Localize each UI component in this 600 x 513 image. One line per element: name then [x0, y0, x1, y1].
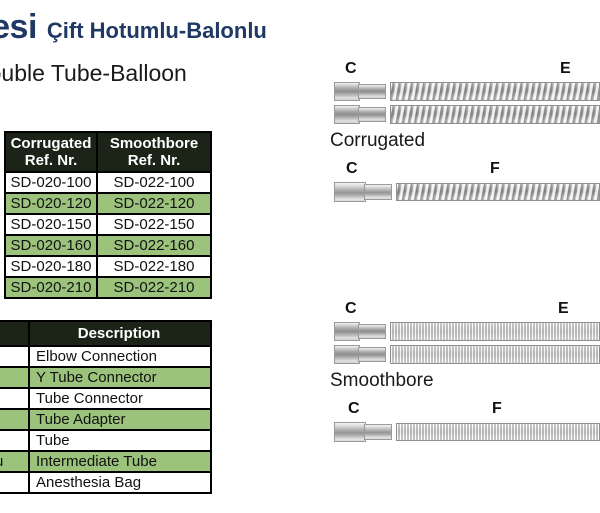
table-row: Tube Connector — [0, 387, 212, 410]
caption-smoothbore: Smoothbore — [330, 370, 434, 391]
label-tube-e: E — [558, 300, 569, 317]
cell-code — [0, 408, 30, 431]
connector-fitting — [334, 345, 360, 364]
diagram-corrugated-double: C E — [330, 60, 600, 138]
label-tube-f: F — [490, 160, 500, 177]
cell-code — [0, 471, 30, 494]
table-header-row: Description — [0, 320, 212, 347]
cell-description: Elbow Connection — [28, 345, 212, 368]
column-header-code — [0, 320, 30, 347]
cell-smoothbore-ref: SD-022-120 — [96, 192, 212, 215]
smoothbore-tube — [396, 423, 600, 441]
label-tube-e: E — [560, 60, 571, 77]
cell-description: Tube Adapter — [28, 408, 212, 431]
table-row: SD-020-210 SD-022-210 — [4, 276, 212, 299]
table-row: SD-020-120 SD-022-120 — [4, 192, 212, 215]
table-row: Y Tube Connector — [0, 366, 212, 389]
cell-corrugated-ref: SD-020-120 — [4, 192, 98, 215]
cell-smoothbore-ref: SD-022-160 — [96, 234, 212, 257]
description-table: Description Elbow Connection Y Tube Conn… — [0, 320, 212, 494]
connector-fitting — [364, 424, 392, 440]
cell-description: Tube — [28, 429, 212, 452]
label-connector-c: C — [345, 60, 357, 77]
cell-smoothbore-ref: SD-022-150 — [96, 213, 212, 236]
cell-smoothbore-ref: SD-022-210 — [96, 276, 212, 299]
table-row: SD-020-160 SD-022-160 — [4, 234, 212, 257]
label-connector-c: C — [346, 160, 358, 177]
cell-corrugated-ref: SD-020-150 — [4, 213, 98, 236]
table-row: Anesthesia Bag — [0, 471, 212, 494]
title-turkish-main: vresi — [0, 8, 37, 46]
cell-code: nu — [0, 450, 30, 473]
cell-code — [0, 366, 30, 389]
cell-smoothbore-ref: SD-022-180 — [96, 255, 212, 278]
caption-corrugated: Corrugated — [330, 130, 426, 151]
column-header-corrugated-line2: Ref. Nr. — [24, 152, 78, 169]
connector-fitting — [358, 107, 386, 122]
cell-smoothbore-ref: SD-022-100 — [96, 171, 212, 194]
smoothbore-tube — [390, 345, 600, 364]
table-header-row: Corrugated Ref. Nr. Smoothbore Ref. Nr. — [4, 131, 212, 173]
page-title: vresi Çift Hotumlu-Balonlu — [0, 8, 380, 47]
table-row: SD-020-180 SD-022-180 — [4, 255, 212, 278]
connector-fitting — [334, 105, 360, 124]
corrugated-tube — [396, 183, 600, 201]
connector-fitting — [334, 182, 366, 202]
connector-fitting — [334, 322, 360, 341]
smoothbore-tube — [390, 322, 600, 341]
label-tube-f: F — [492, 400, 502, 417]
cell-code — [0, 345, 30, 368]
table-row: nu Intermediate Tube — [0, 450, 212, 473]
corrugated-tube — [390, 82, 600, 101]
column-header-corrugated: Corrugated Ref. Nr. — [4, 131, 98, 173]
cell-code — [0, 387, 30, 410]
label-connector-c: C — [345, 300, 357, 317]
connector-fitting — [334, 82, 360, 101]
table-row: Tube — [0, 429, 212, 452]
table-row: SD-020-100 SD-022-100 — [4, 171, 212, 194]
title-turkish-sub: Çift Hotumlu-Balonlu — [46, 18, 267, 43]
column-header-smoothbore-line1: Smoothbore — [109, 135, 199, 152]
column-header-description: Description — [28, 320, 212, 347]
connector-fitting — [358, 324, 386, 339]
cell-description: Intermediate Tube — [28, 450, 212, 473]
reference-number-table: Corrugated Ref. Nr. Smoothbore Ref. Nr. … — [4, 131, 212, 299]
cell-description: Y Tube Connector — [28, 366, 212, 389]
column-header-smoothbore-line2: Ref. Nr. — [127, 152, 181, 169]
cell-corrugated-ref: SD-020-210 — [4, 276, 98, 299]
cell-corrugated-ref: SD-020-100 — [4, 171, 98, 194]
diagram-smoothbore-double: C E — [330, 300, 600, 378]
cell-corrugated-ref: SD-020-160 — [4, 234, 98, 257]
label-connector-c: C — [348, 400, 360, 417]
corrugated-tube — [390, 105, 600, 124]
cell-code — [0, 429, 30, 452]
table-row: Elbow Connection — [0, 345, 212, 368]
diagram-smoothbore-single: C F — [330, 400, 600, 450]
connector-fitting — [334, 422, 366, 442]
table-row: SD-020-150 SD-022-150 — [4, 213, 212, 236]
cell-description: Tube Connector — [28, 387, 212, 410]
column-header-corrugated-line1: Corrugated — [10, 135, 92, 152]
connector-fitting — [358, 347, 386, 362]
diagram-corrugated-single: C F — [330, 160, 600, 210]
cell-description: Anesthesia Bag — [28, 471, 212, 494]
table-row: Tube Adapter — [0, 408, 212, 431]
title-english: Double Tube-Balloon — [0, 60, 187, 86]
connector-fitting — [358, 84, 386, 99]
column-header-smoothbore: Smoothbore Ref. Nr. — [96, 131, 212, 173]
cell-corrugated-ref: SD-020-180 — [4, 255, 98, 278]
connector-fitting — [364, 184, 392, 200]
